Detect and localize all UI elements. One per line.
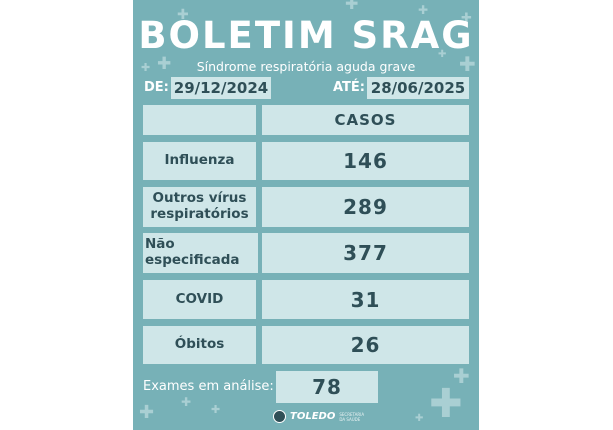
row-value-nao-especificada: 377 <box>262 233 469 273</box>
plus-icon: ✚ <box>157 54 172 74</box>
plus-icon: ✚ <box>211 403 221 416</box>
row-label-covid: COVID <box>143 280 256 319</box>
plus-icon: ✚ <box>141 61 151 74</box>
toledo-logo: TOLEDO SECRETARIA DA SAÚDE <box>273 410 365 423</box>
to-date: 28/06/2025 <box>367 77 469 99</box>
plus-icon: ✚ <box>461 11 472 26</box>
plus-icon: ✚ <box>139 402 155 423</box>
plus-icon: ✚ <box>345 0 359 13</box>
row-value-influenza: 146 <box>262 142 469 180</box>
plus-icon: ✚ <box>181 395 192 409</box>
exams-label: Exames em análise: <box>143 379 274 394</box>
plus-icon: ✚ <box>418 3 429 17</box>
from-label: DE: <box>144 80 169 95</box>
row-value-outros-virus: 289 <box>262 187 469 227</box>
to-label: ATÉ: <box>333 80 365 95</box>
bulletin-card: ✚ ✚ ✚ ✚ ✚ ✚ ✚ ✚ ✚ ✚ ✚ ✚ ✚ ✚ BOLETIM SRAG… <box>133 0 479 430</box>
bulletin-subtitle: Síndrome respiratória aguda grave <box>196 59 416 74</box>
row-value-obitos: 26 <box>262 326 469 364</box>
logo-name: TOLEDO <box>290 411 336 422</box>
row-label-obitos: Óbitos <box>143 326 256 364</box>
plus-icon: ✚ <box>453 364 470 388</box>
plus-icon: ✚ <box>415 413 424 424</box>
exams-value: 78 <box>276 371 378 403</box>
logo-subtitle: SECRETARIA DA SAÚDE <box>339 411 365 422</box>
from-date: 29/12/2024 <box>171 77 271 99</box>
row-label-nao-especificada: Não especificada <box>143 233 258 273</box>
plus-icon: ✚ <box>177 7 189 23</box>
row-label-influenza: Influenza <box>143 142 256 180</box>
plus-icon: ✚ <box>429 381 463 427</box>
row-label-outros-virus: Outros vírus respiratórios <box>143 187 256 227</box>
plus-icon: ✚ <box>459 52 476 76</box>
table-header-casos: CASOS <box>262 105 469 135</box>
row-value-covid: 31 <box>262 280 469 319</box>
seal-icon <box>273 410 286 423</box>
bulletin-title: BOLETIM SRAG <box>138 14 474 57</box>
table-header-blank <box>143 105 256 135</box>
plus-icon: ✚ <box>438 49 447 60</box>
